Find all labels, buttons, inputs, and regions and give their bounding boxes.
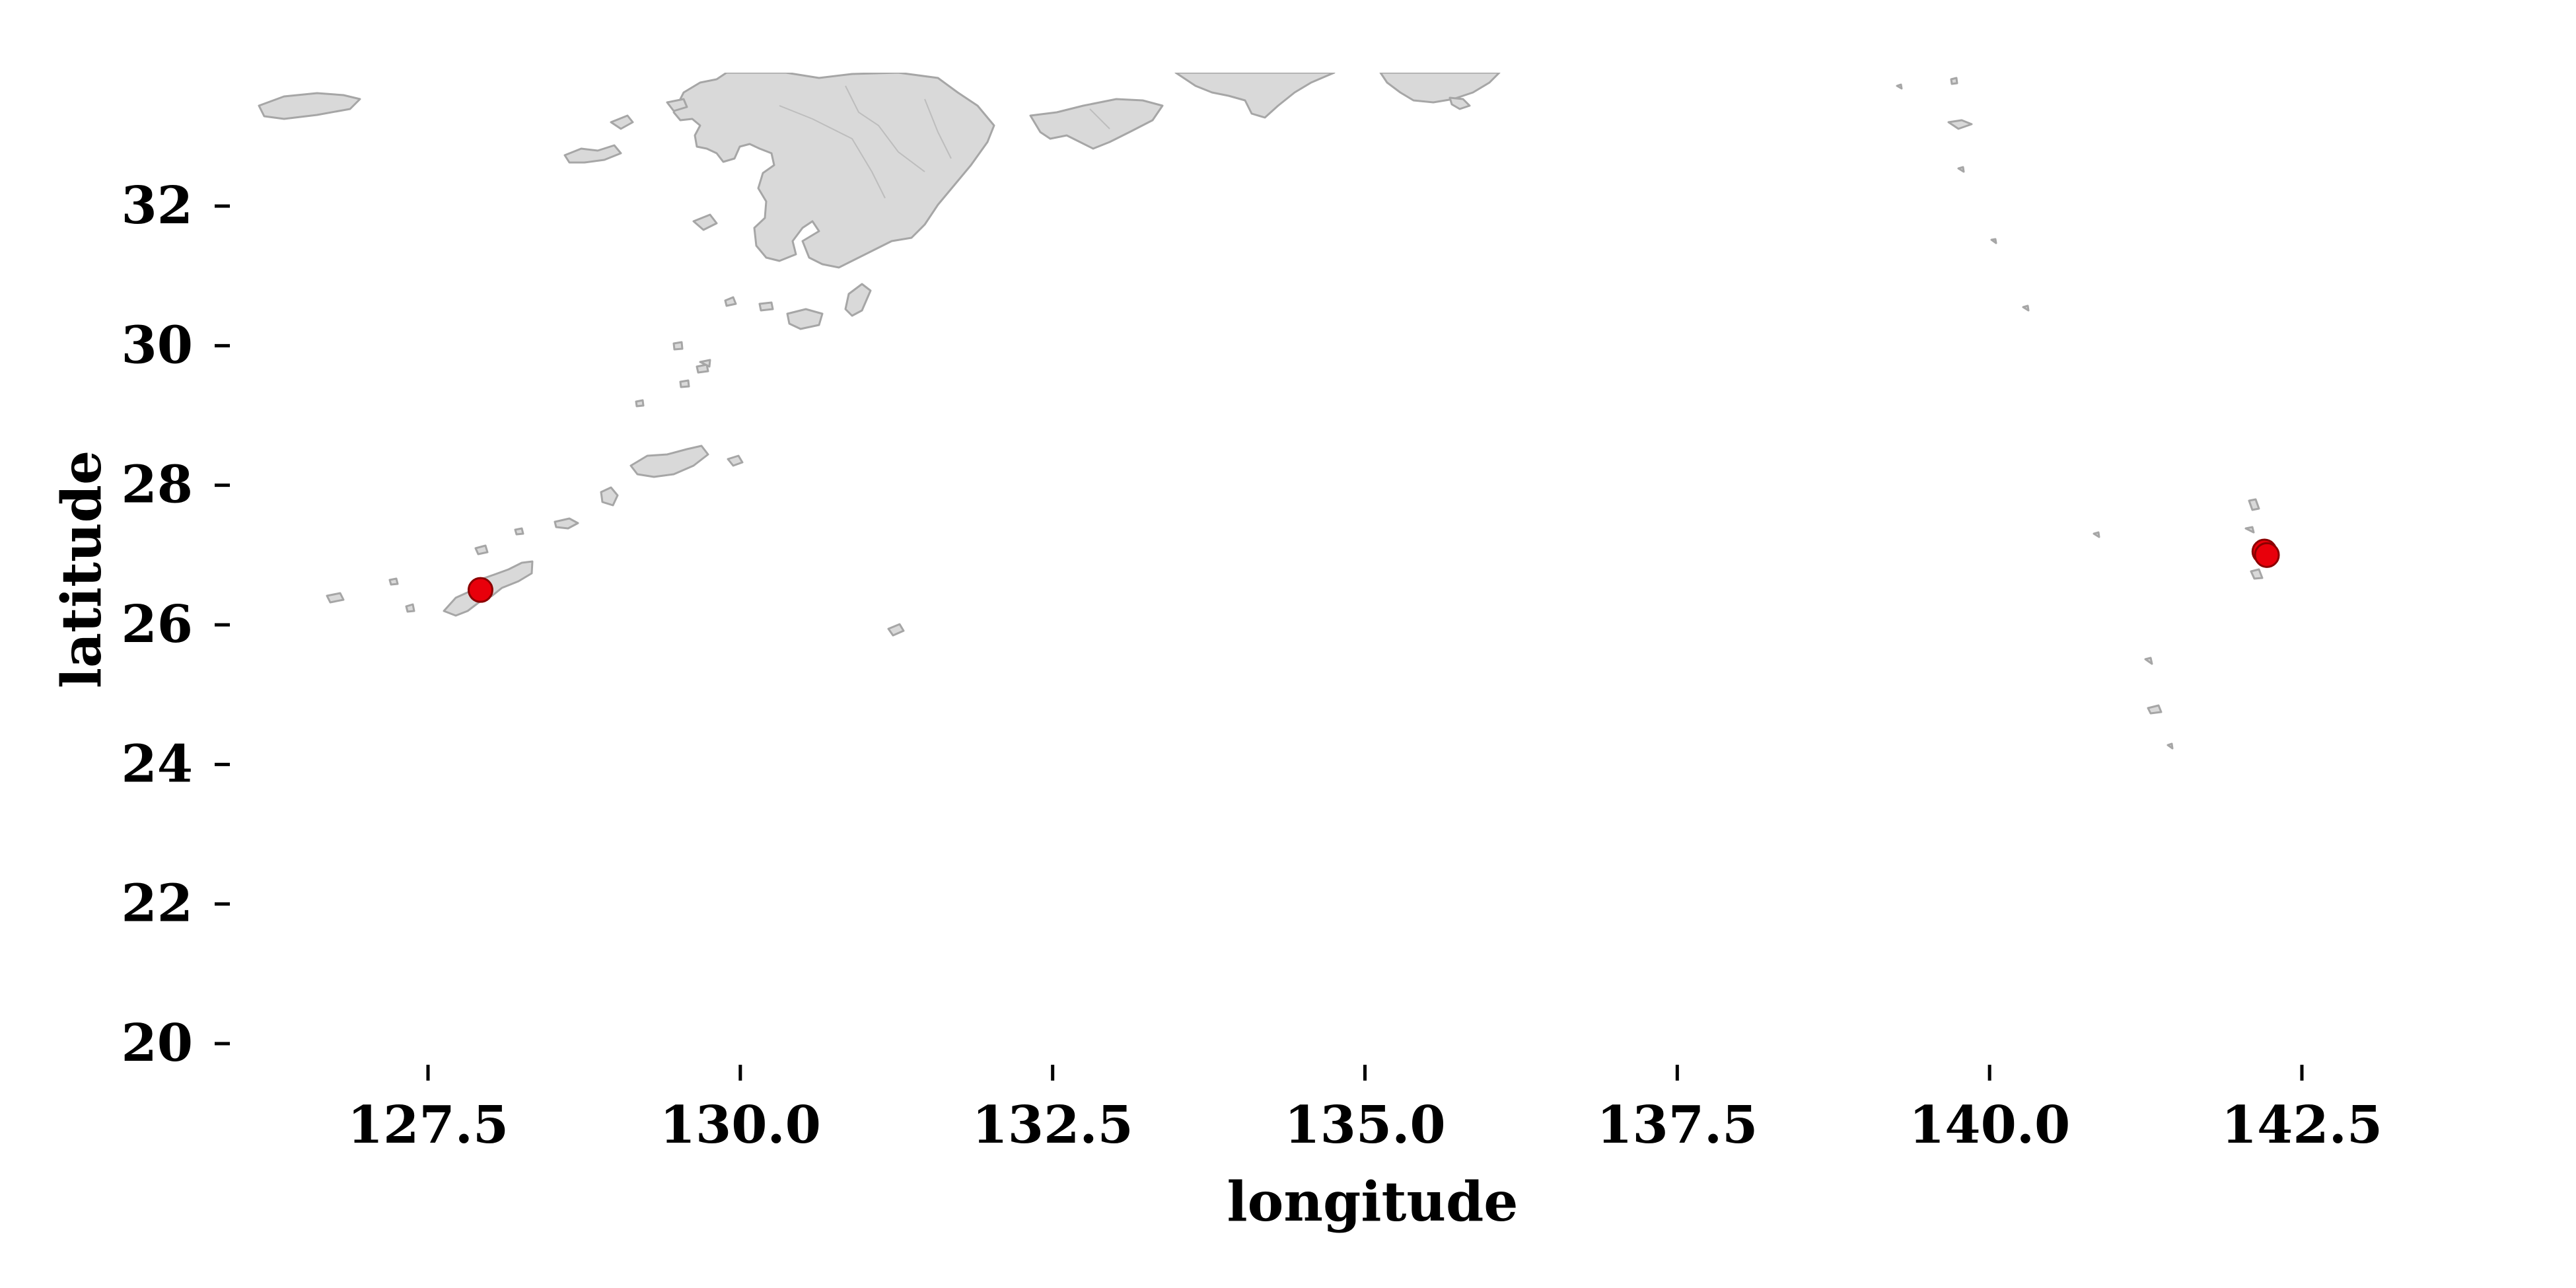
prefecture-border-3 (924, 98, 952, 159)
kume-jima (326, 592, 345, 604)
tokara-3 (679, 379, 690, 388)
tokunoshima (600, 486, 619, 507)
tokara-5 (635, 399, 645, 408)
mukojima (2244, 526, 2255, 534)
yakushima (786, 308, 824, 330)
y-tick-label: 28 (121, 455, 193, 515)
iheya (474, 544, 489, 555)
location-point (467, 577, 493, 603)
aguni (388, 577, 399, 586)
kerama (405, 603, 415, 613)
islet-c (1957, 166, 1965, 173)
prefecture-border-1 (845, 85, 925, 172)
yoron (514, 527, 524, 536)
islet-e (2022, 304, 2030, 312)
daito-islands (887, 623, 905, 637)
prefecture-border-4 (1089, 108, 1110, 129)
islet-d (1990, 238, 1997, 244)
islet-f (2093, 531, 2100, 538)
minami-iwo (2166, 742, 2174, 750)
tanegashima (844, 283, 872, 317)
nw-islet-2 (666, 98, 688, 112)
y-tick-label: 32 (121, 176, 193, 236)
tokara-2 (696, 363, 709, 374)
islet-b (724, 296, 737, 307)
ogasawara-north-1 (1896, 83, 1903, 90)
x-axis-title: longitude (1227, 1170, 1519, 1234)
iwo-north (2144, 657, 2153, 665)
okinoerabu (554, 517, 579, 530)
location-point (2254, 542, 2280, 568)
jeju-island (258, 92, 361, 120)
honshu-east (1379, 73, 1501, 104)
nw-islet-1 (610, 114, 634, 130)
x-tick-label: 135.0 (1284, 1095, 1445, 1155)
y-tick-label: 22 (121, 874, 193, 934)
y-tick-label: 30 (121, 315, 193, 375)
y-axis-title: latitude (50, 450, 114, 688)
y-tick-label: 24 (121, 734, 193, 794)
nishinoshima (1950, 77, 1958, 85)
prefecture-border-2 (779, 105, 886, 199)
y-tick-label: 20 (121, 1013, 193, 1073)
land-layer (258, 73, 2264, 750)
x-axis: 127.5 130.0 132.5 135.0 137.5 140.0 142.5 (347, 1065, 2382, 1155)
iwo-jima (2147, 704, 2163, 715)
koshiki-islands (692, 213, 718, 231)
hahajima (2250, 568, 2264, 580)
tokara-4 (699, 359, 711, 368)
shikoku (1029, 98, 1164, 150)
x-tick-label: 140.0 (1909, 1095, 2070, 1155)
points-layer (467, 538, 2280, 603)
x-tick-label: 137.5 (1596, 1095, 1758, 1155)
x-tick-label: 130.0 (660, 1095, 821, 1155)
kyushu (672, 73, 995, 269)
kikaijima (727, 454, 744, 467)
y-axis: 20 22 24 26 28 30 32 (121, 176, 230, 1073)
x-tick-label: 127.5 (347, 1095, 509, 1155)
amami-oshima (629, 445, 709, 478)
goto-islands (563, 144, 622, 164)
x-tick-label: 132.5 (972, 1095, 1133, 1155)
y-tick-label: 26 (121, 594, 193, 655)
x-tick-label: 142.5 (2221, 1095, 2382, 1155)
izu-peninsula (1449, 96, 1471, 110)
honshu-south (1174, 73, 1336, 119)
tokara-1 (672, 341, 684, 351)
chichijima (2248, 498, 2260, 511)
hachijo-area (1947, 119, 1973, 130)
islet-a (758, 301, 774, 312)
